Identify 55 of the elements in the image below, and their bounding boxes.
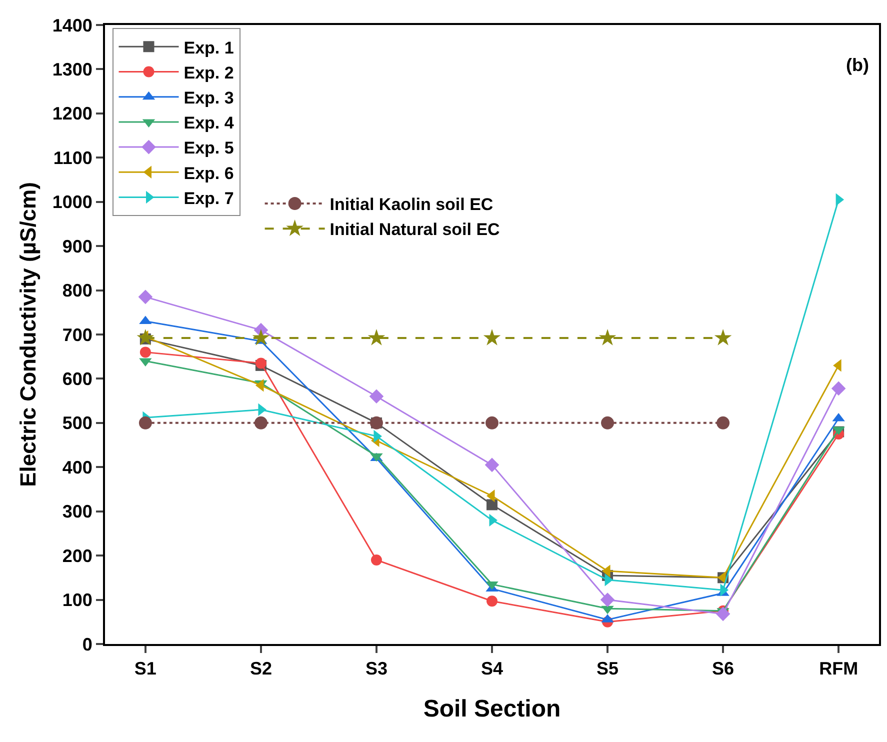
- point: [484, 458, 500, 472]
- x-tick-label: S4: [480, 658, 504, 679]
- point: [252, 328, 270, 346]
- legend-label: Initial Natural soil EC: [330, 220, 500, 240]
- y-tick-label: 300: [62, 502, 92, 522]
- point: [486, 416, 498, 430]
- point: [486, 596, 498, 607]
- point: [368, 328, 386, 346]
- legend-label: Exp. 3: [184, 88, 234, 108]
- legend-label: Exp. 2: [184, 63, 234, 82]
- y-axis-title: Electric Conductivity (µS/cm): [16, 182, 41, 487]
- y-tick-label: 200: [62, 546, 92, 566]
- legend-label: Exp. 1: [184, 38, 234, 58]
- point: [598, 328, 616, 346]
- point: [369, 389, 384, 404]
- y-tick-label: 0: [82, 634, 92, 654]
- point: [254, 416, 268, 430]
- y-tick-label: 900: [62, 236, 92, 256]
- point: [483, 328, 501, 346]
- legend-label: Exp. 5: [184, 138, 234, 158]
- y-tick-label: 500: [62, 413, 92, 434]
- point: [370, 554, 382, 566]
- x-axis-title: Soil Section: [423, 695, 561, 722]
- y-tick-label: 600: [62, 369, 92, 390]
- y-tick-label: 1400: [52, 15, 92, 36]
- legend-label: Exp. 4: [184, 114, 234, 133]
- x-tick-label: S5: [596, 658, 619, 679]
- x-tick-label: S2: [250, 658, 272, 679]
- legend-label: Exp. 6: [184, 164, 234, 183]
- point: [714, 328, 732, 346]
- y-tick-label: 100: [62, 590, 92, 610]
- point: [600, 592, 615, 607]
- x-tick-label: S3: [365, 658, 388, 679]
- point: [831, 381, 846, 396]
- point: [601, 416, 614, 430]
- y-tick-label: 700: [62, 324, 92, 345]
- x-tick-label: RFM: [819, 658, 858, 679]
- x-tick-label: S6: [712, 658, 734, 679]
- annotation: (b): [846, 55, 869, 75]
- point: [486, 499, 498, 510]
- y-tick-label: 800: [62, 280, 92, 301]
- point: [138, 416, 152, 430]
- point: [140, 346, 151, 358]
- y-tick-label: 1100: [53, 148, 92, 168]
- point: [138, 290, 153, 304]
- x-tick-label: S1: [134, 658, 156, 679]
- point: [716, 606, 730, 622]
- y-tick-label: 1000: [52, 192, 92, 212]
- legend-label: Initial Kaolin soil EC: [330, 195, 494, 214]
- legend-label: Exp. 7: [184, 188, 234, 208]
- y-tick-label: 1300: [52, 60, 92, 80]
- point: [136, 328, 154, 346]
- point: [716, 416, 730, 430]
- y-tick-label: 400: [62, 457, 92, 478]
- y-tick-label: 1200: [52, 104, 92, 124]
